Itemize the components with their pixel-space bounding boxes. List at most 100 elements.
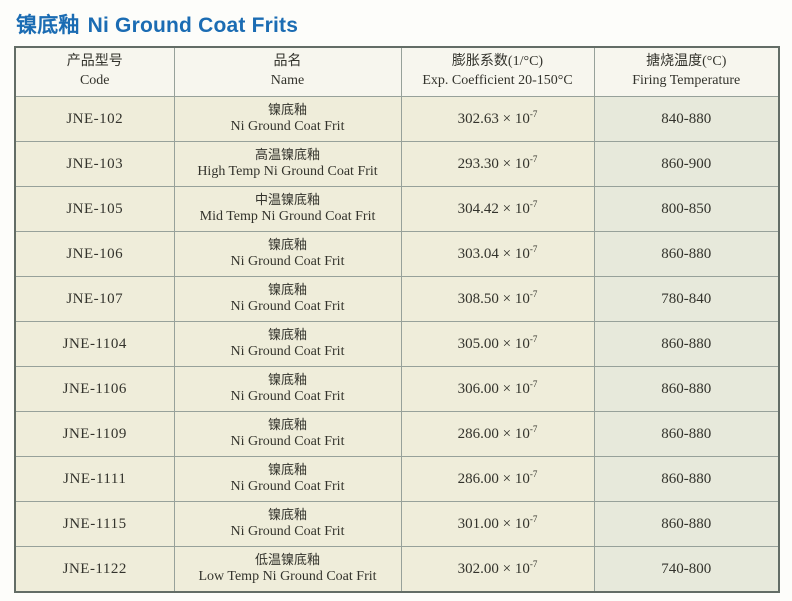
cell-firing-temperature: 800-850 bbox=[593, 186, 780, 232]
product-name-chinese: 镍底釉 bbox=[267, 462, 307, 478]
header-expansion-coefficient-english: Exp. Coefficient 20-150°C bbox=[422, 73, 573, 88]
cell-expansion-coefficient: 286.00 × 10-7 bbox=[400, 456, 595, 502]
cell-expansion-coefficient: 308.50 × 10-7 bbox=[400, 276, 595, 322]
table-row: JNE-105 中温镍底釉 Mid Temp Ni Ground Coat Fr… bbox=[14, 186, 780, 232]
coefficient-value: 286.00 × 10 bbox=[457, 425, 530, 442]
firing-temperature-range: 860-880 bbox=[661, 515, 712, 532]
coefficient-exponent: -7 bbox=[529, 423, 538, 434]
header-firing-temperature-chinese: 搪烧温度(°C) bbox=[646, 54, 727, 70]
coefficient-value: 304.42 × 10 bbox=[457, 200, 530, 217]
cell-firing-temperature: 860-880 bbox=[593, 231, 780, 277]
product-code: JNE-1106 bbox=[62, 380, 127, 397]
product-name-english: Ni Ground Coat Frit bbox=[230, 434, 345, 450]
product-code: JNE-1122 bbox=[62, 560, 127, 577]
coefficient-exponent: -7 bbox=[529, 288, 538, 299]
cell-product-name: 低温镍底釉 Low Temp Ni Ground Coat Frit bbox=[173, 546, 402, 593]
firing-temperature-range: 780-840 bbox=[661, 290, 712, 307]
cell-product-code: JNE-1115 bbox=[14, 501, 175, 547]
product-name-chinese: 镍底釉 bbox=[267, 327, 307, 343]
table-body: JNE-102 镍底釉 Ni Ground Coat Frit 302.63 ×… bbox=[14, 96, 780, 593]
cell-product-name: 镍底釉 Ni Ground Coat Frit bbox=[173, 96, 402, 142]
product-name-chinese: 中温镍底釉 bbox=[254, 192, 320, 208]
product-code: JNE-1104 bbox=[62, 335, 127, 352]
coefficient-value: 305.00 × 10 bbox=[457, 335, 530, 352]
product-code: JNE-106 bbox=[66, 245, 124, 262]
firing-temperature-range: 860-880 bbox=[661, 245, 712, 262]
cell-product-code: JNE-1111 bbox=[14, 456, 175, 502]
table-row: JNE-1122 低温镍底釉 Low Temp Ni Ground Coat F… bbox=[14, 546, 780, 593]
header-expansion-coefficient: 膨胀系数(1/°C) Exp. Coefficient 20-150°C bbox=[400, 46, 595, 97]
cell-product-name: 中温镍底釉 Mid Temp Ni Ground Coat Frit bbox=[173, 186, 402, 232]
cell-expansion-coefficient: 304.42 × 10-7 bbox=[400, 186, 595, 232]
product-name-chinese: 镍底釉 bbox=[267, 282, 307, 298]
product-name-chinese: 镍底釉 bbox=[267, 237, 307, 253]
coefficient-value: 306.00 × 10 bbox=[457, 380, 530, 397]
header-expansion-coefficient-chinese: 膨胀系数(1/°C) bbox=[451, 54, 544, 70]
cell-product-name: 高温镍底釉 High Temp Ni Ground Coat Frit bbox=[173, 141, 402, 187]
table-row: JNE-1115 镍底釉 Ni Ground Coat Frit 301.00 … bbox=[14, 501, 780, 547]
firing-temperature-range: 860-880 bbox=[661, 470, 712, 487]
firing-temperature-range: 800-850 bbox=[661, 200, 712, 217]
header-firing-temperature-english: Firing Temperature bbox=[632, 73, 741, 88]
header-code-english: Code bbox=[79, 73, 110, 88]
product-name-chinese: 镍底釉 bbox=[267, 507, 307, 523]
product-name-chinese: 高温镍底釉 bbox=[254, 147, 320, 163]
cell-firing-temperature: 860-880 bbox=[593, 456, 780, 502]
cell-product-code: JNE-1104 bbox=[14, 321, 175, 367]
cell-product-code: JNE-1106 bbox=[14, 366, 175, 412]
page-title-english: Ni Ground Coat Frits bbox=[87, 14, 299, 37]
product-name-english: Mid Temp Ni Ground Coat Frit bbox=[199, 209, 376, 225]
cell-firing-temperature: 780-840 bbox=[593, 276, 780, 322]
product-name-english: High Temp Ni Ground Coat Frit bbox=[197, 164, 378, 180]
header-code: 产品型号 Code bbox=[14, 46, 175, 97]
coefficient-exponent: -7 bbox=[529, 153, 538, 164]
coefficient-value: 286.00 × 10 bbox=[457, 470, 530, 487]
product-name-english: Ni Ground Coat Frit bbox=[230, 389, 345, 405]
cell-expansion-coefficient: 293.30 × 10-7 bbox=[400, 141, 595, 187]
coefficient-exponent: -7 bbox=[529, 558, 538, 569]
table-row: JNE-1109 镍底釉 Ni Ground Coat Frit 286.00 … bbox=[14, 411, 780, 457]
coefficient-value: 293.30 × 10 bbox=[457, 155, 530, 172]
product-name-chinese: 镍底釉 bbox=[267, 102, 307, 118]
cell-product-name: 镍底釉 Ni Ground Coat Frit bbox=[173, 366, 402, 412]
product-code: JNE-1109 bbox=[62, 425, 127, 442]
cell-product-code: JNE-102 bbox=[14, 96, 175, 142]
product-name-english: Ni Ground Coat Frit bbox=[230, 299, 345, 315]
firing-temperature-range: 860-900 bbox=[661, 155, 712, 172]
cell-product-name: 镍底釉 Ni Ground Coat Frit bbox=[173, 231, 402, 277]
cell-product-name: 镍底釉 Ni Ground Coat Frit bbox=[173, 501, 402, 547]
product-name-english: Ni Ground Coat Frit bbox=[230, 524, 345, 540]
cell-expansion-coefficient: 286.00 × 10-7 bbox=[400, 411, 595, 457]
table-row: JNE-107 镍底釉 Ni Ground Coat Frit 308.50 ×… bbox=[14, 276, 780, 322]
frits-spec-table: 产品型号 Code 品名 Name 膨胀系数(1/°C) Exp. Coeffi… bbox=[14, 46, 780, 593]
product-name-english: Ni Ground Coat Frit bbox=[230, 479, 345, 495]
product-name-chinese: 镍底釉 bbox=[267, 372, 307, 388]
cell-product-name: 镍底釉 Ni Ground Coat Frit bbox=[173, 411, 402, 457]
coefficient-exponent: -7 bbox=[529, 333, 538, 344]
cell-firing-temperature: 860-880 bbox=[593, 411, 780, 457]
cell-product-name: 镍底釉 Ni Ground Coat Frit bbox=[173, 321, 402, 367]
header-name-english: Name bbox=[270, 73, 305, 88]
cell-product-code: JNE-1109 bbox=[14, 411, 175, 457]
product-name-chinese: 镍底釉 bbox=[267, 417, 307, 433]
table-header-row: 产品型号 Code 品名 Name 膨胀系数(1/°C) Exp. Coeffi… bbox=[14, 46, 780, 97]
product-name-english: Ni Ground Coat Frit bbox=[230, 344, 345, 360]
cell-firing-temperature: 860-880 bbox=[593, 366, 780, 412]
coefficient-exponent: -7 bbox=[529, 198, 538, 209]
coefficient-exponent: -7 bbox=[529, 243, 538, 254]
firing-temperature-range: 840-880 bbox=[661, 110, 712, 127]
cell-expansion-coefficient: 303.04 × 10-7 bbox=[400, 231, 595, 277]
product-name-english: Ni Ground Coat Frit bbox=[230, 254, 345, 270]
product-code: JNE-107 bbox=[66, 290, 124, 307]
table-row: JNE-1104 镍底釉 Ni Ground Coat Frit 305.00 … bbox=[14, 321, 780, 367]
product-name-english: Ni Ground Coat Frit bbox=[230, 119, 345, 135]
cell-product-code: JNE-107 bbox=[14, 276, 175, 322]
coefficient-value: 301.00 × 10 bbox=[457, 515, 530, 532]
cell-product-code: JNE-1122 bbox=[14, 546, 175, 593]
cell-firing-temperature: 860-880 bbox=[593, 321, 780, 367]
product-code: JNE-105 bbox=[66, 200, 124, 217]
cell-product-name: 镍底釉 Ni Ground Coat Frit bbox=[173, 456, 402, 502]
product-code: JNE-102 bbox=[66, 110, 124, 127]
coefficient-exponent: -7 bbox=[529, 468, 538, 479]
product-code: JNE-1111 bbox=[63, 470, 127, 487]
